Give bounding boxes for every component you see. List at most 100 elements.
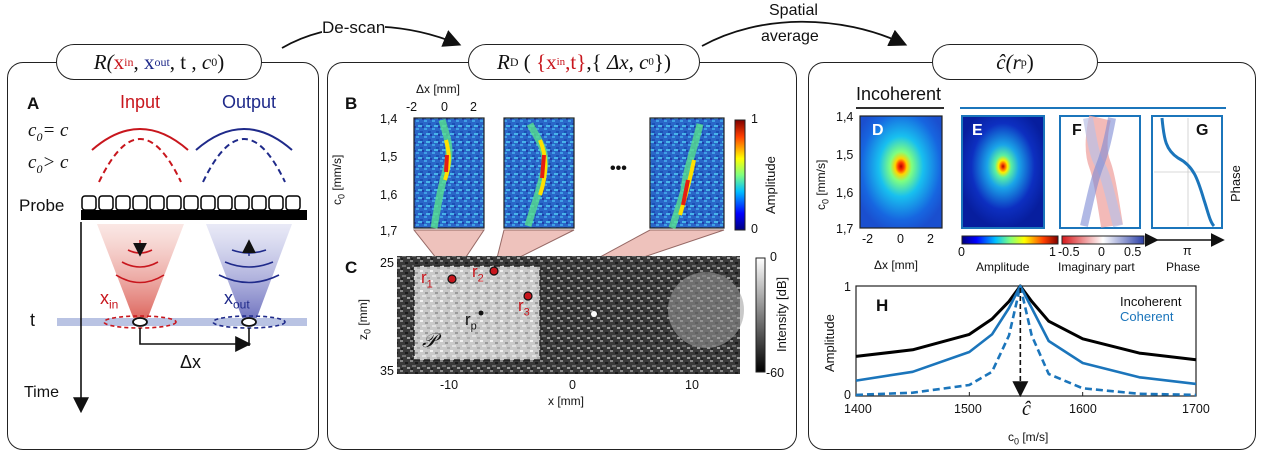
c-colorbar: [755, 257, 766, 373]
legend-incoherent: Incoherent: [1120, 294, 1182, 309]
b-c0-tick-1: 1,4: [380, 112, 398, 126]
g-label: G: [1196, 122, 1209, 139]
imag-cbar-min: -0.5: [1058, 245, 1080, 259]
b-dx-tick-3: 2: [470, 100, 477, 114]
e-label: E: [972, 122, 983, 139]
eq1: c0= c: [28, 120, 69, 144]
h-series-coherent: [855, 284, 1197, 386]
average-arrow: [701, 20, 908, 47]
amp-cbar-min: 0: [958, 245, 965, 259]
b-dx-tick-2: 0: [441, 100, 448, 114]
c-z-tick-1: 25: [380, 256, 394, 270]
imag-cbar-mid: 0: [1098, 245, 1105, 259]
g-plot: [1151, 115, 1223, 229]
d-dx-tick-3: 2: [927, 232, 934, 246]
h-y-tick-0: 0: [844, 388, 851, 402]
r1-point: [447, 274, 457, 284]
r2-label: r2: [472, 262, 484, 285]
phase-tick: π: [1183, 244, 1192, 258]
b-ellipsis: •••: [610, 160, 627, 177]
d-map: [859, 115, 943, 229]
rp-point: [478, 310, 484, 316]
c-x-tick-1: -10: [440, 378, 459, 392]
d-dx-tick-1: -2: [862, 232, 874, 246]
b-c0-tick-3: 1,6: [380, 188, 398, 202]
output-label: Output: [222, 92, 277, 112]
probe-label: Probe: [19, 196, 65, 215]
r3-label: r3: [518, 296, 530, 319]
c-z-tick-2: 35: [380, 364, 394, 378]
d-label: D: [872, 122, 884, 139]
b-map-1: [413, 117, 485, 229]
b-map-2: [503, 117, 575, 229]
panel-c-label: C: [345, 258, 358, 277]
imag-cbar-max: 0.5: [1124, 245, 1142, 259]
tag-right: ĉ(r p): [932, 44, 1098, 80]
dx-label: Δx: [180, 352, 202, 372]
x-out-label: xout: [224, 288, 250, 312]
amp-colorbar: [961, 235, 1059, 245]
time-label: Time: [24, 384, 59, 401]
eq2: c0> c: [28, 152, 69, 176]
input-label: Input: [120, 92, 161, 112]
P-label: 𝒫: [422, 330, 437, 352]
b-c0-tick-4: 1,7: [380, 224, 398, 238]
x-in-label: xin: [100, 288, 119, 312]
panel-h-label: H: [876, 296, 889, 315]
h-y-tick-1: 1: [844, 280, 851, 294]
d-dx-tick-2: 0: [897, 232, 904, 246]
b-map-3: [649, 117, 725, 230]
average-label: average: [761, 28, 819, 45]
r3-point: [523, 291, 533, 301]
b-cbar-max: 1: [751, 112, 758, 126]
amp-cbar-max: 1: [1049, 245, 1056, 259]
b-dx-axis-label: Δx [mm]: [416, 82, 461, 96]
d-c0-tick-4: 1,7: [836, 222, 854, 236]
h-x-tick-1: 1400: [844, 402, 872, 416]
c-cbar-bottom: -60: [766, 366, 785, 380]
c-x-tick-2: 0: [569, 378, 576, 392]
h-series-dashed: [855, 284, 1197, 397]
c-x-tick-3: 10: [685, 378, 699, 392]
b-cbar-min: 0: [751, 222, 758, 236]
c-hat-label: ĉ: [1022, 398, 1031, 420]
r2-point: [489, 266, 499, 276]
spatial-label: Spatial: [769, 2, 818, 19]
h-x-tick-4: 1700: [1182, 402, 1210, 416]
amp-cbar-label: Amplitude: [976, 260, 1030, 274]
panel-b-label: B: [345, 94, 358, 113]
r1-label: r1: [421, 268, 433, 291]
d-dx-axis-label: Δx [mm]: [874, 258, 919, 272]
d-c0-tick-2: 1,5: [836, 148, 854, 162]
b-c0-tick-2: 1,5: [380, 150, 398, 164]
b-colorbar: [734, 119, 746, 231]
probe-array: [81, 195, 307, 220]
d-c0-tick-1: 1,4: [836, 110, 854, 124]
h-x-tick-3: 1600: [1069, 402, 1097, 416]
panel-a-label: A: [27, 94, 40, 113]
legend-coherent: Coherent: [1120, 309, 1174, 324]
c-cbar-top: 0: [770, 250, 777, 264]
c-x-axis-label: x [mm]: [548, 394, 584, 408]
e-map: [961, 115, 1045, 229]
incoherent-header: Incoherent: [856, 84, 942, 104]
rp-label: rp: [465, 310, 477, 333]
imag-cbar-label: Imaginary part: [1058, 260, 1135, 274]
f-label: F: [1072, 122, 1082, 139]
b-dx-tick-1: -2: [406, 100, 418, 114]
f-map: [1059, 115, 1141, 229]
h-x-tick-2: 1500: [954, 402, 982, 416]
h-x-axis-label: c0 [m/s]: [1008, 430, 1049, 447]
descan-label: De-scan: [322, 18, 386, 38]
d-c0-tick-3: 1,6: [836, 186, 854, 200]
t-label: t: [30, 310, 36, 330]
imag-colorbar: [1061, 235, 1145, 245]
h-y-axis-label: Amplitude: [822, 314, 837, 372]
phase-label: Phase: [1166, 260, 1201, 274]
